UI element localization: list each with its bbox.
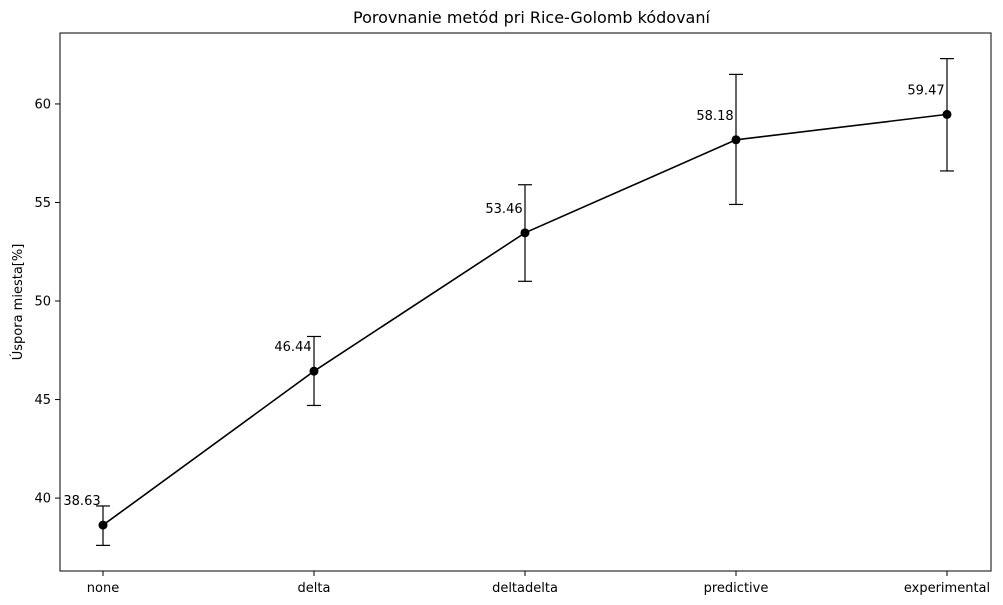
x-tick-label: deltadelta [492, 581, 558, 596]
y-tick-label: 55 [34, 196, 51, 211]
data-point [520, 228, 530, 238]
data-point [98, 520, 108, 530]
data-label: 53.46 [485, 202, 522, 217]
x-tick-label: predictive [704, 581, 769, 596]
series [98, 109, 952, 530]
data-label: 59.47 [907, 83, 944, 98]
series-line [102, 113, 948, 526]
y-tick-label: 40 [34, 492, 51, 507]
y-tick-label: 50 [34, 295, 51, 310]
x-tick-label: delta [298, 581, 331, 596]
plot-area [59, 32, 992, 572]
y-axis-label: Úspora miesta[%] [10, 244, 26, 361]
data-point [309, 366, 319, 376]
x-tick-label: none [87, 581, 119, 596]
y-tick-label: 45 [34, 393, 51, 408]
data-label: 46.44 [274, 340, 311, 355]
x-axis: none delta deltadelta predictive experimenta… [87, 571, 990, 596]
data-labels: 38.63 46.44 53.46 58.18 59.47 [63, 83, 944, 509]
data-point [942, 109, 952, 119]
y-axis: 40 45 50 55 60 [34, 97, 60, 507]
data-label: 58.18 [696, 109, 733, 124]
y-tick-label: 60 [34, 97, 51, 112]
chart-title: Porovnanie metód pri Rice-Golomb kódovan… [353, 8, 710, 27]
data-label: 38.63 [63, 494, 100, 509]
x-tick-label: experimental [904, 581, 990, 596]
error-bars [96, 58, 954, 546]
data-point [731, 135, 741, 145]
